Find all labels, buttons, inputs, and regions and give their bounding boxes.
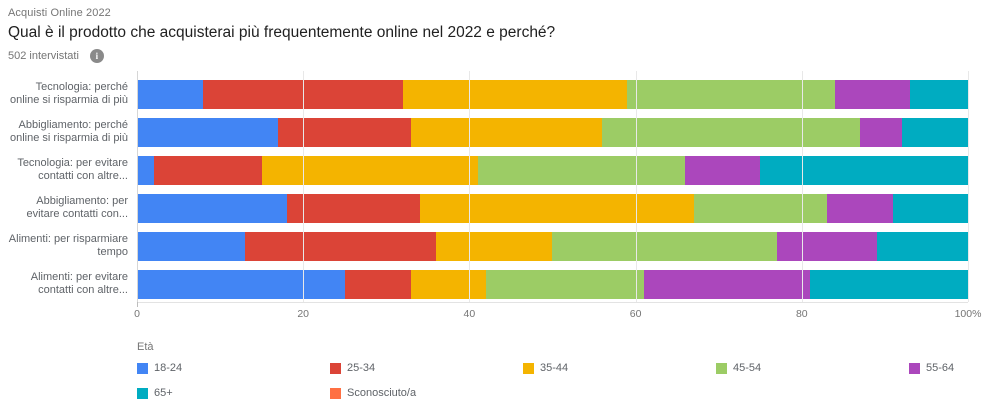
x-tick-label: 20 xyxy=(297,308,310,320)
legend-swatch-18-24 xyxy=(137,362,148,374)
bar-segment-18-24[interactable] xyxy=(137,155,154,185)
category-labels: Tecnologia: perché online si risparmia d… xyxy=(8,71,137,303)
legend-swatch-45-54 xyxy=(716,362,727,374)
x-tick-label: 0 xyxy=(134,308,140,320)
x-tick-label: 80 xyxy=(795,308,808,320)
x-tick-label: 60 xyxy=(629,308,642,320)
bar-segment-45-54[interactable] xyxy=(486,269,644,299)
bar-segment-55-64[interactable] xyxy=(826,193,894,223)
legend-label: 65+ xyxy=(154,387,173,399)
bar-segment-35-44[interactable] xyxy=(436,231,553,261)
bar-segment-55-64[interactable] xyxy=(776,231,877,261)
x-tick-label: 100% xyxy=(954,308,982,320)
bar-row xyxy=(137,227,968,265)
bar-segment-45-54[interactable] xyxy=(602,117,860,147)
legend-swatch-Sconosciuto/a xyxy=(330,387,341,399)
bar-segment-18-24[interactable] xyxy=(137,193,287,223)
respondents-count: 502 intervistati xyxy=(8,50,79,62)
bar-track xyxy=(137,79,968,109)
bar-segment-65+[interactable] xyxy=(810,269,968,299)
bar-segment-45-54[interactable] xyxy=(693,193,827,223)
bar-row xyxy=(137,113,968,151)
x-tick-label: 40 xyxy=(463,308,476,320)
bar-segment-55-64[interactable] xyxy=(859,117,902,147)
legend: Età 18-24 25-34 35-44 45-54 55-64 65+ Sconosci… xyxy=(137,341,980,399)
legend-label: 18-24 xyxy=(154,362,183,374)
bar-segment-35-44[interactable] xyxy=(411,269,486,299)
bar-segment-18-24[interactable] xyxy=(137,79,204,109)
gridline xyxy=(635,71,637,302)
bar-track xyxy=(137,269,968,299)
category-label: Abbigliamento: per evitare contatti con.… xyxy=(26,195,129,220)
bar-row xyxy=(137,75,968,113)
bar-segment-45-54[interactable] xyxy=(552,231,777,261)
legend-label: 45-54 xyxy=(733,362,762,374)
bar-segment-18-24[interactable] xyxy=(137,117,279,147)
bar-segment-35-44[interactable] xyxy=(419,193,694,223)
bar-track xyxy=(137,155,968,185)
legend-item-65+: 65+ xyxy=(137,387,330,399)
chart-title: Qual è il prodotto che acquisterai più f… xyxy=(8,24,556,41)
bar-segment-65+[interactable] xyxy=(893,193,968,223)
bar-segment-25-34[interactable] xyxy=(286,193,420,223)
bar-segment-45-54[interactable] xyxy=(477,155,686,185)
bar-segment-25-34[interactable] xyxy=(278,117,412,147)
bar-row xyxy=(137,189,968,227)
report-kicker: Acquisti Online 2022 xyxy=(8,7,111,19)
category-label: Alimenti: per evitare contatti con altre… xyxy=(30,271,128,296)
bar-segment-55-64[interactable] xyxy=(685,155,761,185)
gridline xyxy=(968,71,969,302)
chart-meta: 502 intervistati i xyxy=(8,49,980,63)
gridline xyxy=(801,71,803,302)
bar-segment-18-24[interactable] xyxy=(137,231,246,261)
category-label: Abbigliamento: perché online si risparmi… xyxy=(10,119,128,144)
legend-label: 25-34 xyxy=(347,362,376,374)
bar-segment-65+[interactable] xyxy=(909,79,968,109)
axis-zero-tick xyxy=(137,302,138,307)
bar-track xyxy=(137,117,968,147)
legend-title: Età xyxy=(137,341,154,353)
axis-zero-line xyxy=(137,71,138,302)
legend-label: Sconosciuto/a xyxy=(347,387,417,399)
category-label: Tecnologia: per evitare contatti con alt… xyxy=(17,157,128,182)
bar-segment-65+[interactable] xyxy=(901,117,968,147)
bar-segment-35-44[interactable] xyxy=(261,155,478,185)
bar-track xyxy=(137,231,968,261)
bar-segment-25-34[interactable] xyxy=(245,231,437,261)
gridline xyxy=(303,71,305,302)
category-label: Alimenti: per risparmiare tempo xyxy=(8,233,128,258)
bar-segment-25-34[interactable] xyxy=(153,155,262,185)
bar-segment-25-34[interactable] xyxy=(344,269,412,299)
bar-segment-35-44[interactable] xyxy=(411,117,603,147)
x-axis: 0 20 40 60 80 100% xyxy=(134,303,981,321)
bar-segment-45-54[interactable] xyxy=(627,79,836,109)
bar-track xyxy=(137,193,968,223)
legend-item-55-64: 55-64 xyxy=(909,362,990,374)
legend-label: 55-64 xyxy=(926,362,955,374)
legend-item-Sconosciuto/a: Sconosciuto/a xyxy=(330,387,523,399)
bar-row xyxy=(137,265,968,303)
legend-item-45-54: 45-54 xyxy=(716,362,909,374)
legend-item-35-44: 35-44 xyxy=(523,362,716,374)
legend-swatch-35-44 xyxy=(523,362,534,374)
bar-segment-55-64[interactable] xyxy=(835,79,910,109)
bar-segment-65+[interactable] xyxy=(876,231,968,261)
gridline xyxy=(469,71,471,302)
bar-row xyxy=(137,151,968,189)
bar-segment-18-24[interactable] xyxy=(137,269,345,299)
legend-item-18-24: 18-24 xyxy=(137,362,330,374)
legend-item-25-34: 25-34 xyxy=(330,362,523,374)
stacked-bar-chart: Tecnologia: perché online si risparmia d… xyxy=(8,71,981,399)
bar-segment-35-44[interactable] xyxy=(402,79,628,109)
legend-swatch-55-64 xyxy=(909,362,920,374)
legend-label: 35-44 xyxy=(540,362,569,374)
category-label: Tecnologia: perché online si risparmia d… xyxy=(10,81,128,106)
plot-area xyxy=(137,71,969,307)
info-icon[interactable]: i xyxy=(89,49,104,63)
legend-swatch-25-34 xyxy=(330,362,341,374)
bar-segment-65+[interactable] xyxy=(760,155,968,185)
bar-segment-55-64[interactable] xyxy=(643,269,811,299)
legend-swatch-65+ xyxy=(137,387,148,399)
